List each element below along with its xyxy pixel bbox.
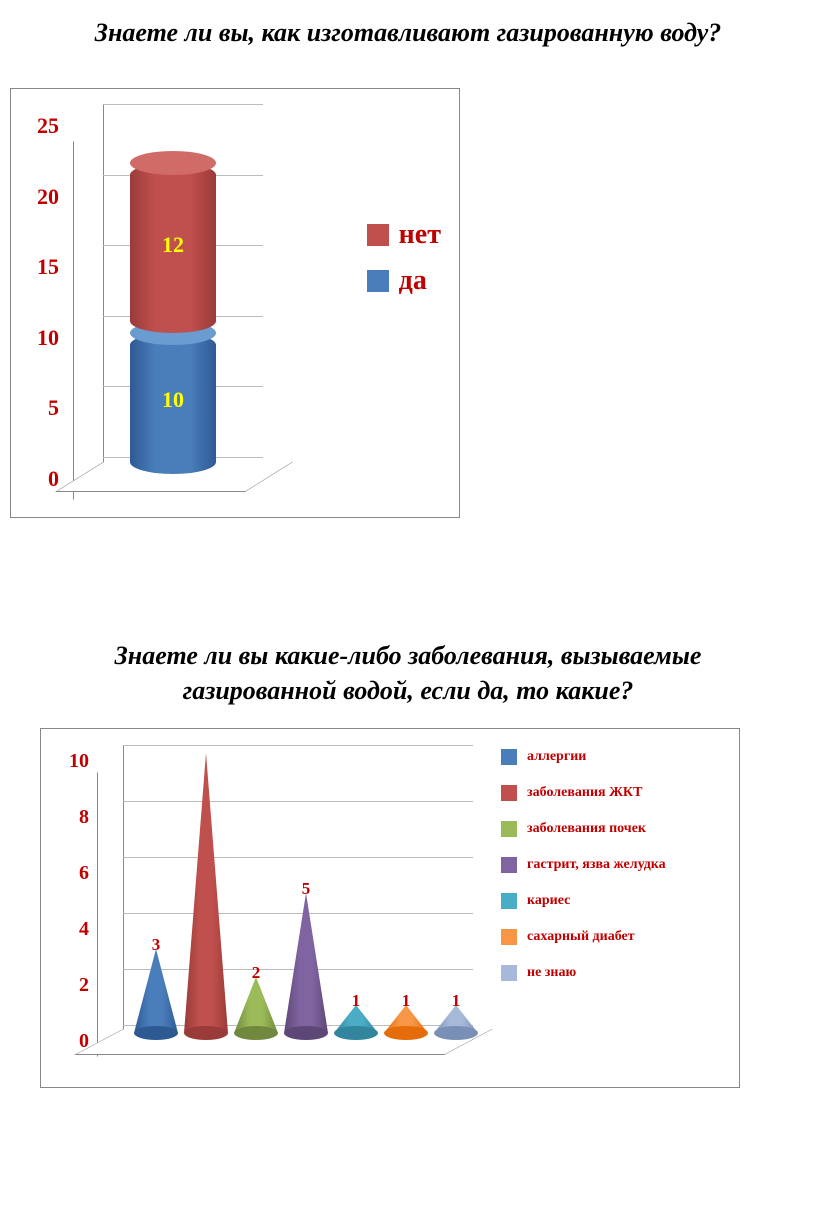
legend-label: не знаю [527,965,576,980]
legend-label: да [399,265,427,297]
legend-label: гастрит, язва желудка [527,857,666,872]
chart1-segment-value: 10 [130,387,216,413]
chart2-legend-item: гастрит, язва желудка [501,857,721,873]
chart2-ytick: 8 [49,806,89,829]
chart2-cone-value: 5 [286,879,326,899]
legend-label: кариес [527,893,570,908]
legend-swatch [501,821,517,837]
chart1-ytick: 20 [19,184,59,210]
chart2-cone-value: 2 [236,963,276,983]
chart2-ytick: 4 [49,918,89,941]
chart2-sidewall [97,759,123,1057]
chart1-ytick: 0 [19,466,59,492]
chart2-cone [234,977,278,1043]
legend-label: нет [399,219,441,251]
chart2-cone-value: 1 [436,991,476,1011]
chart1-ytick: 5 [19,395,59,421]
legend-swatch [501,929,517,945]
chart2-cone [134,949,178,1043]
legend-swatch [501,785,517,801]
chart1-legend: нет да [367,219,441,311]
chart1-segment-value: 12 [130,232,216,258]
chart1-legend-item: да [367,265,441,297]
chart2-ytick: 6 [49,862,89,885]
chart2-plot: 325111 [97,749,487,1069]
chart2-gridline [123,801,473,802]
chart1-sidewall [73,123,103,500]
chart1-ytick: 25 [19,113,59,139]
chart2-legend: аллергии заболевания ЖКТ заболевания почек… [501,749,721,1001]
chart2-legend-item: сахарный диабет [501,929,721,945]
legend-swatch [367,224,389,246]
chart2-cone-value: 1 [386,991,426,1011]
chart2-ytick: 10 [49,750,89,773]
legend-swatch [367,270,389,292]
chart1-ytick: 15 [19,254,59,280]
chart2-ytick: 2 [49,974,89,997]
chart2-cone-value: 1 [336,991,376,1011]
chart2-legend-item: заболевания почек [501,821,721,837]
chart2-cone [184,753,228,1043]
chart2-legend-item: не знаю [501,965,721,981]
chart2-ytick: 0 [49,1030,89,1053]
chart2-gridline [123,745,473,746]
legend-swatch [501,965,517,981]
legend-swatch [501,893,517,909]
chart2-legend-item: кариес [501,893,721,909]
legend-label: аллергии [527,749,586,764]
chart1-title: Знаете ли вы, как изготавливают газирова… [0,18,816,48]
legend-swatch [501,749,517,765]
chart1-plot: 10 12 [73,109,273,489]
chart1-ytick: 10 [19,325,59,351]
chart2-cone-value: 3 [136,935,176,955]
legend-label: заболевания почек [527,821,646,836]
chart2-container: 325111 0246810 аллергиизаболевания ЖКТза… [40,728,740,1088]
legend-label: заболевания ЖКТ [527,785,642,800]
legend-swatch [501,857,517,873]
chart2-legend-item: аллергии [501,749,721,765]
chart2-cone [284,893,328,1043]
legend-label: сахарный диабет [527,929,635,944]
chart1-legend-item: нет [367,219,441,251]
chart2-gridline [123,857,473,858]
chart1-gridline [103,104,263,105]
chart2-legend-item: заболевания ЖКТ [501,785,721,801]
chart2-title: Знаете ли вы какие-либо заболевания, выз… [0,638,816,708]
chart1-container: 10 12 0 5 10 15 20 25 нет да [10,88,460,518]
